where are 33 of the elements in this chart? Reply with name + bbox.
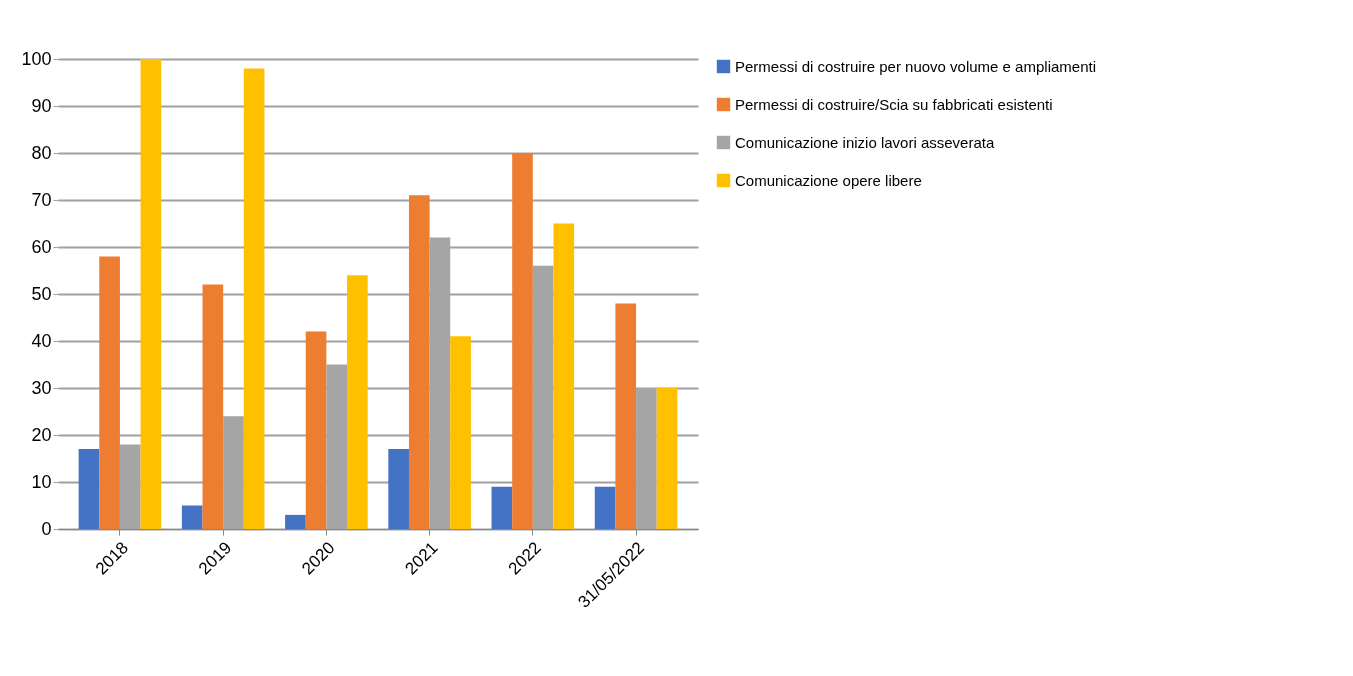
bar (99, 256, 120, 529)
bar (615, 303, 637, 529)
y-tick-label: 50 (31, 283, 52, 304)
bar (347, 275, 368, 529)
legend-label: Permessi di costruire/Scia su fabbricati esistenti (735, 95, 1053, 113)
bar (305, 331, 327, 529)
y-tick-label: 90 (31, 95, 52, 116)
y-tick-label: 60 (31, 236, 52, 257)
bar (512, 153, 533, 529)
bar (140, 59, 162, 529)
bar (553, 223, 575, 529)
bar (243, 68, 265, 529)
legend-label: Comunicazione opere libere (735, 171, 922, 189)
y-tick-label: 100 (21, 48, 52, 69)
bar (656, 388, 678, 529)
y-tick-label: 20 (31, 424, 52, 445)
bar (78, 449, 100, 529)
y-tick-label: 80 (31, 142, 52, 163)
legend-label: Comunicazione inizio lavori asseverata (735, 133, 995, 151)
bar (388, 449, 409, 529)
bar (408, 195, 430, 529)
y-tick-label: 40 (31, 330, 52, 351)
bar (285, 514, 306, 529)
legend-label: Permessi di costruire per nuovo volume e ampliamenti (735, 57, 1096, 75)
y-tick-label: 10 (31, 471, 52, 492)
bar (202, 284, 224, 529)
bar (450, 336, 471, 529)
y-tick-label: 30 (31, 377, 52, 398)
y-tick-label: 70 (31, 189, 52, 210)
bar (181, 505, 203, 529)
bar (594, 486, 616, 529)
y-tick-label: 0 (41, 518, 52, 539)
bar (491, 486, 513, 529)
